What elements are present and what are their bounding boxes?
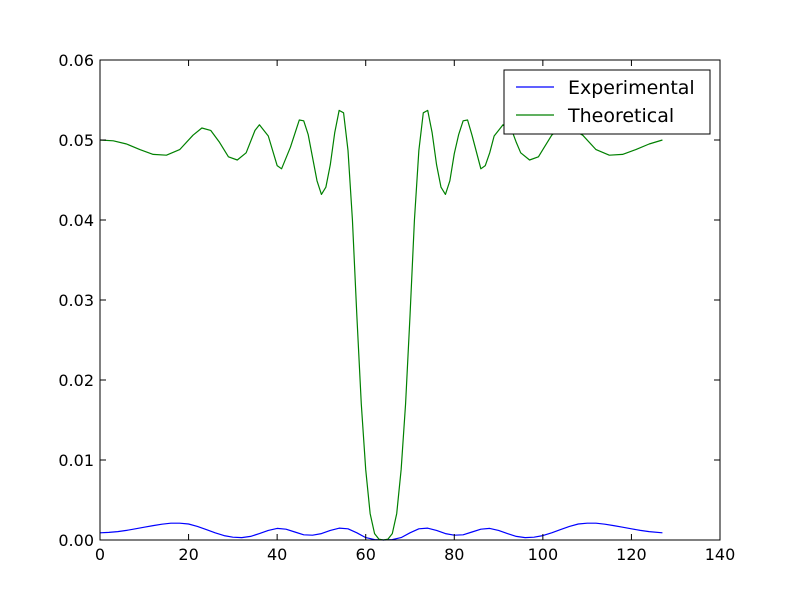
x-tick-label: 0: [95, 545, 105, 564]
series-line-theoretical: [99, 109, 663, 541]
y-tick-label: 0.02: [58, 371, 94, 390]
x-tick-label: 120: [616, 545, 647, 564]
x-tick-label: 60: [356, 545, 376, 564]
y-tick-label: 0.05: [58, 131, 94, 150]
x-tick-label: 20: [178, 545, 198, 564]
y-tick-label: 0.06: [58, 51, 94, 70]
y-tick-label: 0.00: [58, 531, 94, 550]
y-tick-label: 0.04: [58, 211, 94, 230]
x-tick-label: 40: [267, 545, 287, 564]
y-tick-label: 0.01: [58, 451, 94, 470]
legend-box: [503, 69, 711, 135]
legend-label-theoretical: Theoretical: [567, 105, 674, 127]
x-tick-label: 100: [528, 545, 559, 564]
legend: Experimental Theoretical: [503, 69, 711, 135]
y-tick-label: 0.03: [58, 291, 94, 310]
tick-layer: 0 20 40 60 80 100 120 140 0.00 0.01 0.02 0.03 0.04 0.…: [58, 51, 735, 564]
plot-frame: [99, 59, 721, 541]
x-tick-label: 80: [444, 545, 464, 564]
legend-label-experimental: Experimental: [568, 77, 695, 99]
x-tick-label: 140: [705, 545, 736, 564]
